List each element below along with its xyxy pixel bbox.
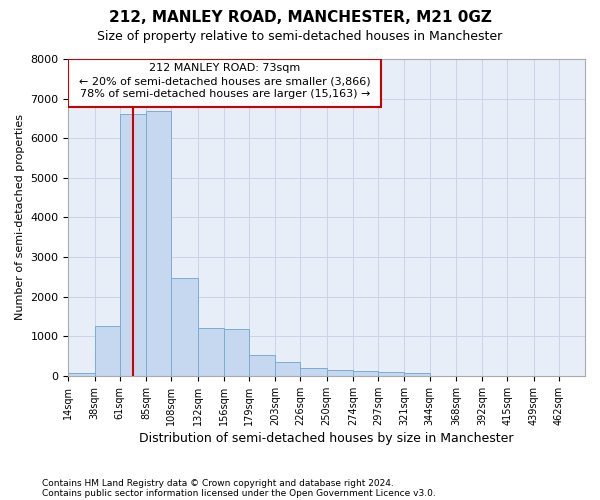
- Bar: [353, 371, 378, 376]
- Bar: [224, 329, 249, 376]
- Text: ← 20% of semi-detached houses are smaller (3,866): ← 20% of semi-detached houses are smalle…: [79, 77, 371, 87]
- Text: Size of property relative to semi-detached houses in Manchester: Size of property relative to semi-detach…: [97, 30, 503, 43]
- Bar: [378, 372, 404, 376]
- Bar: [249, 355, 275, 376]
- Bar: [275, 362, 301, 376]
- Text: 78% of semi-detached houses are larger (15,163) →: 78% of semi-detached houses are larger (…: [80, 88, 370, 99]
- Bar: [146, 110, 171, 376]
- Y-axis label: Number of semi-detached properties: Number of semi-detached properties: [15, 114, 25, 320]
- Bar: [95, 326, 120, 376]
- Bar: [327, 370, 353, 376]
- Bar: [301, 368, 327, 376]
- Bar: [404, 374, 430, 376]
- Bar: [68, 373, 95, 376]
- Text: Contains public sector information licensed under the Open Government Licence v3: Contains public sector information licen…: [42, 488, 436, 498]
- X-axis label: Distribution of semi-detached houses by size in Manchester: Distribution of semi-detached houses by …: [139, 432, 514, 445]
- Bar: [197, 328, 224, 376]
- Text: 212, MANLEY ROAD, MANCHESTER, M21 0GZ: 212, MANLEY ROAD, MANCHESTER, M21 0GZ: [109, 10, 491, 25]
- FancyBboxPatch shape: [68, 59, 382, 108]
- Text: 212 MANLEY ROAD: 73sqm: 212 MANLEY ROAD: 73sqm: [149, 63, 301, 73]
- Bar: [120, 114, 146, 376]
- Text: Contains HM Land Registry data © Crown copyright and database right 2024.: Contains HM Land Registry data © Crown c…: [42, 478, 394, 488]
- Bar: [171, 278, 197, 376]
